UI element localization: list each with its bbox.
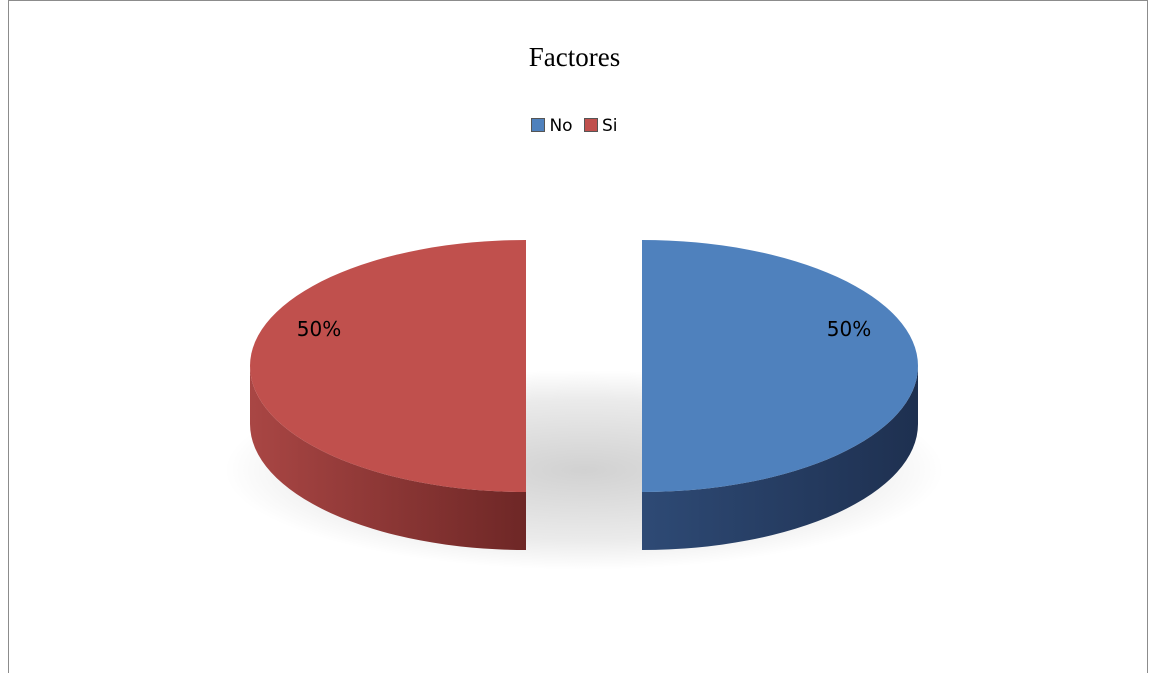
legend-item-si: Si [584,116,618,136]
pie-slice-top-no [642,240,918,492]
pie-slice-side-no [642,366,918,550]
chart-title: Factores [528,42,621,72]
legend-swatch-si [584,118,598,132]
legend-swatch-no [531,118,546,132]
legend-label-si: Si [602,116,618,136]
data-label-no: 50% [827,317,871,341]
pie-slice-side-si [250,366,526,550]
data-label-si: 50% [297,317,341,341]
chart-legend: No Si [0,116,1149,136]
pie-slice-top-si [250,240,526,492]
pie-slice-si [250,240,526,550]
pie-slice-no [642,240,918,550]
legend-label-no: No [549,116,573,136]
chart-area [8,0,1148,673]
legend-item-no: No [531,116,573,136]
